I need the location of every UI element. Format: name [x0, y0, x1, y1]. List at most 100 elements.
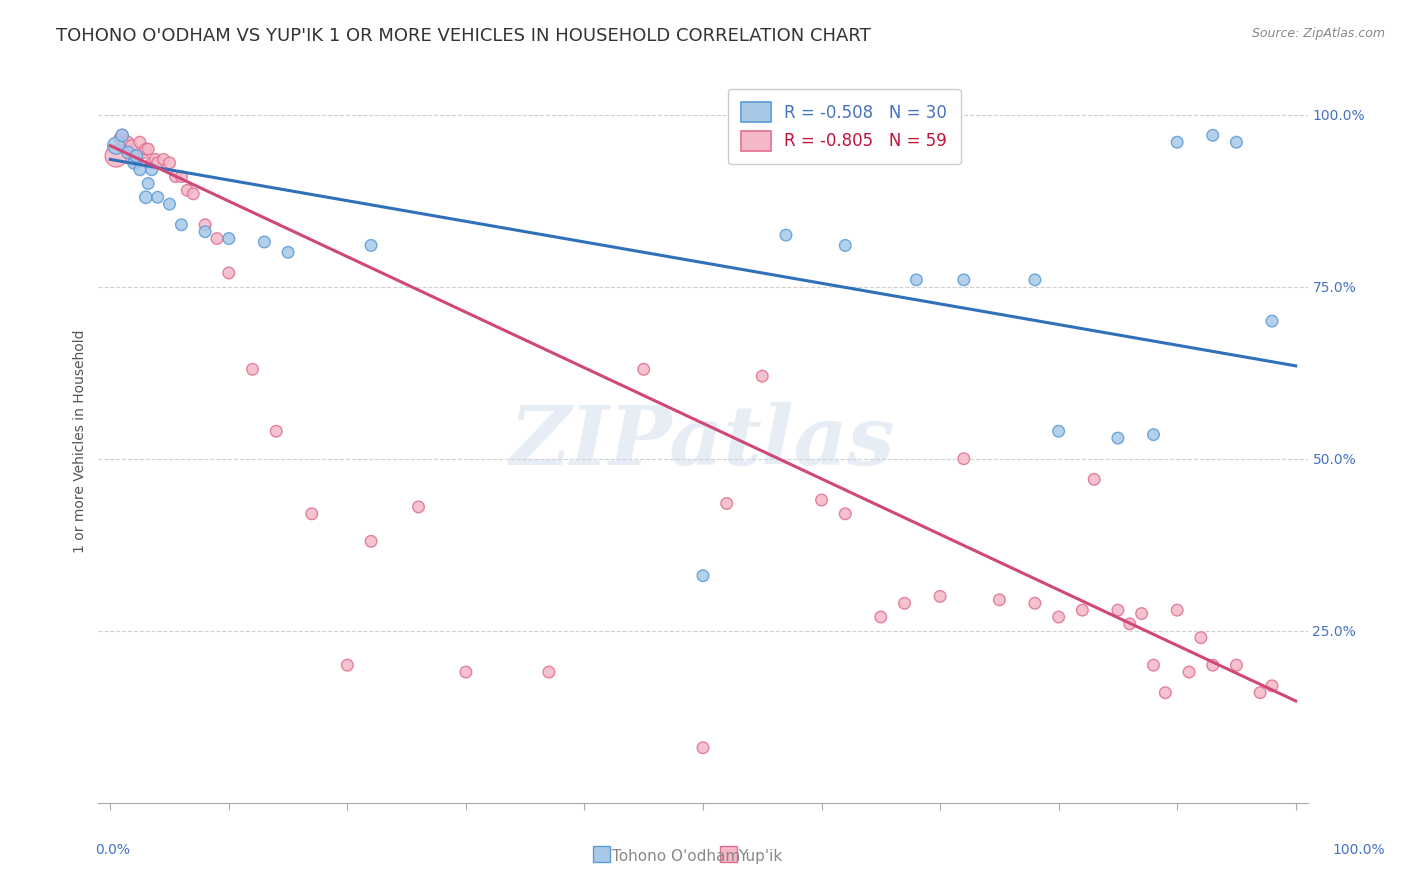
Point [1083, 472, 1105, 486]
Point [408, 500, 430, 514]
Point [141, 162, 163, 177]
Point [810, 493, 832, 508]
Point [929, 590, 952, 604]
Point [111, 128, 134, 143]
Point [136, 142, 159, 156]
Point [952, 451, 974, 466]
Point [751, 369, 773, 384]
Point [117, 145, 139, 160]
Point [1047, 424, 1070, 438]
Point [159, 197, 181, 211]
Point [253, 235, 276, 249]
Point [1047, 610, 1070, 624]
Point [1119, 616, 1142, 631]
Point [1024, 273, 1046, 287]
Point [194, 218, 217, 232]
Text: 100.0%: 100.0% [1333, 843, 1385, 857]
Point [264, 424, 287, 438]
Bar [720, 846, 737, 862]
Point [537, 665, 560, 679]
Point [176, 183, 198, 197]
Point [1142, 427, 1164, 442]
Point [633, 362, 655, 376]
Point [905, 273, 928, 287]
Bar [593, 846, 610, 862]
Point [105, 149, 128, 163]
Point [125, 149, 148, 163]
Point [170, 169, 193, 184]
Point [218, 266, 240, 280]
Point [135, 190, 157, 204]
Point [111, 128, 134, 143]
Point [1189, 631, 1212, 645]
Point [692, 568, 714, 582]
Point [135, 142, 157, 156]
Point [1261, 314, 1284, 328]
Point [360, 238, 382, 252]
Point [834, 507, 856, 521]
Point [194, 225, 217, 239]
Point [121, 138, 143, 153]
Y-axis label: 1 or more Vehicles in Household: 1 or more Vehicles in Household [73, 330, 87, 553]
Point [108, 132, 131, 146]
Point [1107, 603, 1129, 617]
Point [122, 149, 145, 163]
Point [775, 228, 797, 243]
Point [1178, 665, 1201, 679]
Point [1166, 603, 1188, 617]
Point [277, 245, 299, 260]
Point [152, 153, 174, 167]
Point [146, 190, 169, 204]
Legend: R = -0.508   N = 30, R = -0.805   N = 59: R = -0.508 N = 30, R = -0.805 N = 59 [728, 88, 960, 164]
Point [834, 238, 856, 252]
Point [952, 273, 974, 287]
Point [360, 534, 382, 549]
Point [181, 186, 204, 201]
Point [129, 135, 152, 149]
Point [159, 156, 181, 170]
Point [1261, 679, 1284, 693]
Point [1130, 607, 1153, 621]
Point [132, 145, 155, 160]
Point [893, 596, 915, 610]
Point [146, 156, 169, 170]
Point [1154, 686, 1177, 700]
Point [117, 135, 139, 149]
Point [136, 177, 159, 191]
Text: Source: ZipAtlas.com: Source: ZipAtlas.com [1251, 27, 1385, 40]
Point [242, 362, 264, 376]
Point [1249, 686, 1271, 700]
Point [1071, 603, 1094, 617]
Point [454, 665, 477, 679]
Point [869, 610, 891, 624]
Point [114, 135, 136, 149]
Text: Yup'ik: Yup'ik [738, 849, 782, 864]
Point [988, 592, 1011, 607]
Point [165, 169, 187, 184]
Text: ZIPatlas: ZIPatlas [510, 401, 896, 482]
Point [105, 138, 128, 153]
Text: 0.0%: 0.0% [96, 843, 131, 857]
Point [125, 156, 148, 170]
Point [1142, 658, 1164, 673]
Point [1225, 658, 1247, 673]
Point [122, 156, 145, 170]
Point [336, 658, 359, 673]
Point [1107, 431, 1129, 445]
Point [205, 231, 228, 245]
Point [1024, 596, 1046, 610]
Point [1202, 128, 1225, 143]
Point [141, 156, 163, 170]
Point [218, 231, 240, 245]
Point [1166, 135, 1188, 149]
Point [1202, 658, 1225, 673]
Text: Tohono O'odham: Tohono O'odham [612, 849, 740, 864]
Point [692, 740, 714, 755]
Point [301, 507, 323, 521]
Point [170, 218, 193, 232]
Point [143, 153, 166, 167]
Point [1225, 135, 1247, 149]
Text: TOHONO O'ODHAM VS YUP'IK 1 OR MORE VEHICLES IN HOUSEHOLD CORRELATION CHART: TOHONO O'ODHAM VS YUP'IK 1 OR MORE VEHIC… [56, 27, 870, 45]
Point [716, 496, 738, 510]
Point [129, 162, 152, 177]
